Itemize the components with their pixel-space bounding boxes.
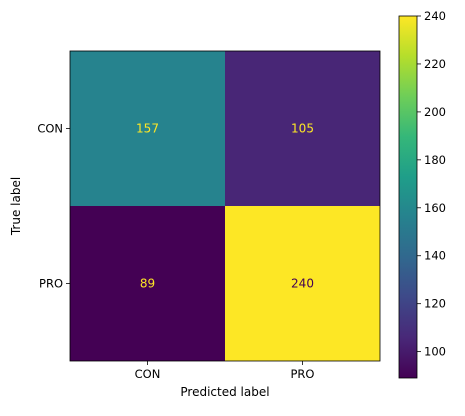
y-tick-label: CON [37, 122, 63, 136]
matrix-cell-value: 157 [136, 122, 159, 136]
matrix-cell-value: 240 [291, 277, 314, 291]
matrix-cell [225, 51, 380, 206]
matrix-cell [70, 206, 225, 361]
x-axis-label: Predicted label [180, 385, 269, 399]
colorbar-tick-label: 160 [424, 201, 446, 215]
y-tick-label: PRO [39, 277, 63, 291]
matrix-cell-labels: 157 105 89 240 [136, 122, 314, 291]
matrix-cell [70, 51, 225, 206]
colorbar-tick-label: 120 [424, 297, 446, 311]
colorbar [398, 15, 418, 379]
matrix-cell-value: 105 [291, 122, 314, 136]
colorbar-ticks: 100 120 140 160 180 200 220 240 [417, 9, 446, 359]
matrix-cell [225, 206, 380, 361]
x-tick-label: CON [135, 367, 161, 381]
colorbar-tick-label: 240 [424, 9, 446, 23]
matrix-cells [70, 51, 380, 361]
colorbar-tick-label: 100 [424, 345, 446, 359]
colorbar-tick-label: 140 [424, 249, 446, 263]
colorbar-tick-label: 200 [424, 105, 446, 119]
colorbar-tick-label: 220 [424, 57, 446, 71]
colorbar-tick-label: 180 [424, 153, 446, 167]
x-axis-ticks: CON PRO [135, 361, 315, 381]
x-tick-label: PRO [291, 367, 315, 381]
y-axis-ticks: CON PRO [37, 122, 70, 291]
plot-frame [69, 50, 381, 362]
y-axis-label: True label [9, 177, 23, 236]
matrix-cell-value: 89 [140, 277, 155, 291]
